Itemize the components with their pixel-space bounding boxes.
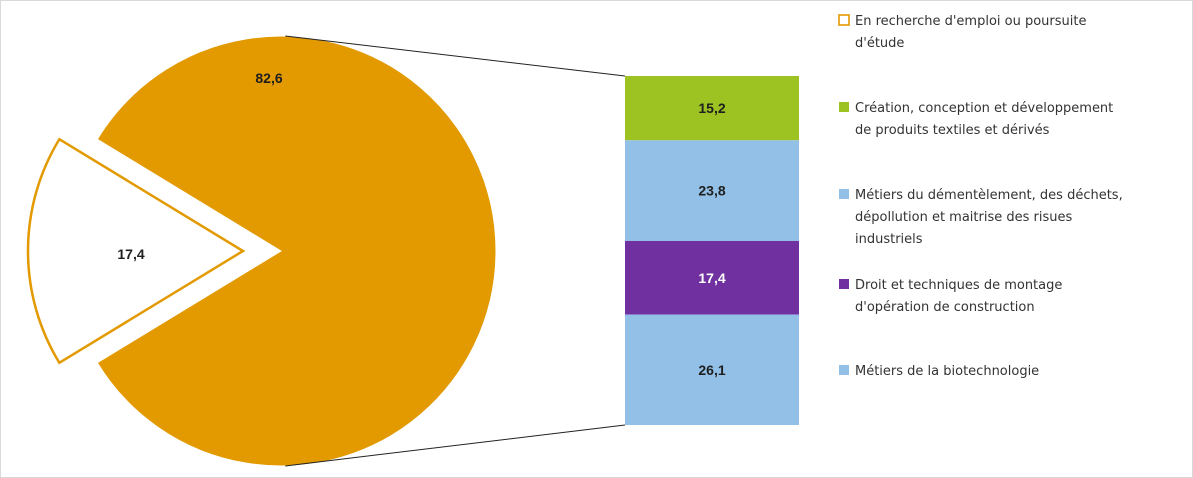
- pie-slice-main: [96, 35, 497, 467]
- legend-label-3-line-2: dépollution et maitrise des risues: [855, 210, 1073, 225]
- stacked-bar: 15,2 23,8 17,4 26,1: [625, 76, 799, 425]
- bar-segment-1: [625, 76, 799, 141]
- legend-marker-2: [839, 102, 849, 112]
- bar-segment-3: [625, 240, 799, 315]
- bar-segment-label-4: 26,1: [698, 362, 725, 378]
- legend-label-4-line-2: d'opération de construction: [855, 300, 1035, 315]
- connector-line-bottom: [285, 424, 626, 467]
- legend: En recherche d'emploi ou poursuite d'étud…: [838, 14, 1123, 379]
- legend-label-3-line-1: Métiers du démentèlement, des déchets,: [855, 188, 1123, 203]
- pie-slice-exploded: [26, 137, 246, 365]
- legend-marker-3: [839, 189, 849, 199]
- legend-marker-1: [838, 14, 850, 26]
- bar-segment-label-2: 23,8: [698, 183, 725, 199]
- legend-label-1-line-1: En recherche d'emploi ou poursuite: [855, 14, 1087, 29]
- bar-segment-label-1: 15,2: [698, 100, 725, 116]
- legend-label-2-line-1: Création, conception et développement: [855, 101, 1113, 116]
- legend-marker-5: [839, 365, 849, 375]
- legend-label-4-line-1: Droit et techniques de montage: [855, 278, 1062, 293]
- pie-label-main: 82,6: [255, 70, 282, 86]
- bar-segment-2: [625, 140, 799, 241]
- bar-segment-label-3: 17,4: [698, 270, 725, 286]
- legend-label-1-line-2: d'étude: [855, 36, 904, 51]
- connector-lines: [285, 35, 626, 467]
- bar-segment-4: [625, 314, 799, 425]
- legend-label-3-line-3: industriels: [855, 232, 923, 247]
- pie-label-exploded: 17,4: [117, 246, 144, 262]
- legend-marker-4: [839, 279, 849, 289]
- legend-label-5-line-1: Métiers de la biotechnologie: [855, 364, 1039, 379]
- legend-label-2-line-2: de produits textiles et dérivés: [855, 123, 1050, 138]
- pie: 82,6 17,4: [26, 35, 497, 467]
- connector-line-top: [285, 35, 626, 77]
